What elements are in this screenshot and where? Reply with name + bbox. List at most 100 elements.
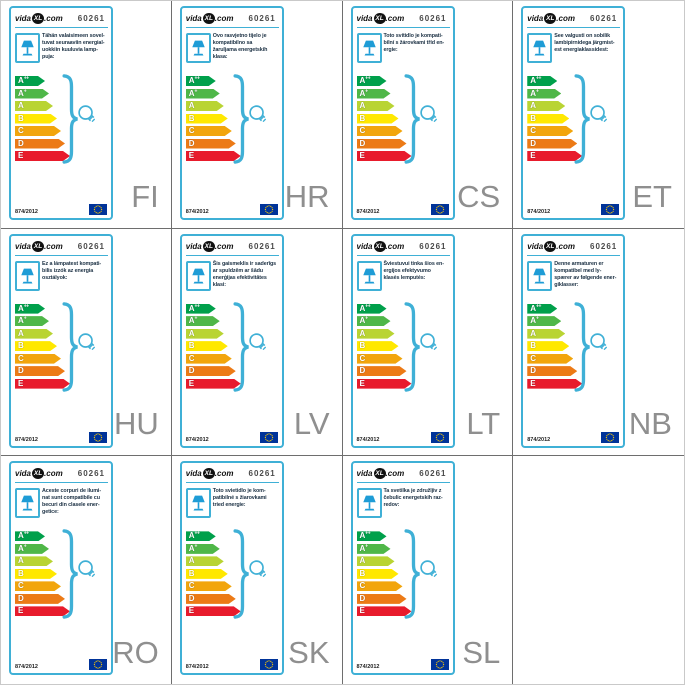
energy-class-arrow: A++ bbox=[357, 76, 387, 86]
energy-class-arrow: A+ bbox=[357, 316, 391, 326]
energy-class-arrow: D bbox=[357, 366, 407, 376]
brand-xl-badge: XL bbox=[202, 240, 215, 252]
brand-suffix: .com bbox=[44, 14, 63, 23]
energy-class-label: D bbox=[188, 138, 195, 148]
energy-label-card: vida XL .com 60261 Ta svetilka je združlji… bbox=[350, 461, 455, 676]
light-bulb-icon bbox=[419, 560, 437, 578]
info-row: See valgusti on sobilik lambipirnidega j… bbox=[527, 33, 620, 63]
energy-class-label: A++ bbox=[18, 75, 29, 85]
energy-class-arrow: E bbox=[186, 151, 241, 161]
grid-cell-NB: vida XL .com 60261 Denne armaturen er komp… bbox=[513, 228, 684, 457]
brand-prefix: vida bbox=[185, 14, 202, 23]
card-footer: 874/2012 bbox=[186, 204, 278, 215]
brand-xl-badge: XL bbox=[202, 468, 215, 480]
energy-class-arrow: C bbox=[357, 581, 403, 591]
product-number: 60261 bbox=[77, 469, 105, 479]
energy-class-arrow: B bbox=[357, 341, 399, 351]
energy-class-label: C bbox=[530, 126, 537, 135]
info-row: Ovo rasvjetno tijelo je kompatibilno sa … bbox=[185, 33, 279, 63]
energy-class-arrow: E bbox=[357, 151, 412, 161]
energy-class-label: E bbox=[530, 378, 536, 388]
energy-arrows: A++ A+ A B C D E bbox=[527, 304, 582, 389]
card-footer: 874/2012 bbox=[186, 659, 278, 671]
vidaxl-logo: vida XL .com bbox=[527, 13, 575, 24]
regulation-number: 874/2012 bbox=[185, 209, 209, 215]
energy-arrows: A++ A+ A B C D E bbox=[15, 76, 70, 161]
card-footer: 874/2012 bbox=[357, 431, 449, 443]
energy-class-arrow: D bbox=[15, 366, 65, 376]
info-row: Toto svítidlo je kompati- bilní s žárovk… bbox=[356, 33, 450, 63]
regulation-number: 874/2012 bbox=[15, 209, 38, 215]
card-description: Ta svetilka je združljiv z čebulic energ… bbox=[383, 488, 443, 509]
info-row: Ta svetilka je združljiv z čebulic energ… bbox=[356, 488, 450, 519]
card-description: Toto svítidlo je kompati- bilní s žárovk… bbox=[383, 33, 445, 54]
energy-scale: A++ A+ A B C D E bbox=[15, 529, 108, 620]
card-description: Ez a lámpatest kompati- bilis izzók az e… bbox=[42, 260, 102, 281]
light-bulb-icon bbox=[249, 560, 266, 578]
table-lamp-icon bbox=[15, 33, 40, 63]
energy-class-arrow: B bbox=[527, 114, 569, 124]
regulation-number: 874/2012 bbox=[527, 209, 551, 215]
energy-class-arrow: A bbox=[357, 101, 395, 111]
energy-class-label: D bbox=[18, 593, 24, 603]
energy-class-label: A bbox=[530, 328, 537, 338]
energy-class-label: A++ bbox=[530, 75, 541, 85]
brand-suffix: .com bbox=[214, 469, 234, 479]
brand-suffix: .com bbox=[214, 14, 234, 23]
energy-class-label: A++ bbox=[359, 530, 371, 541]
table-lamp-icon bbox=[356, 260, 382, 291]
energy-class-arrow: A++ bbox=[15, 531, 45, 541]
brand-xl-badge: XL bbox=[202, 13, 215, 24]
table-lamp-icon bbox=[356, 488, 382, 519]
eu-flag-icon bbox=[601, 204, 620, 215]
info-row: Šis gaismeklis ir saderīgs ar spuldzēm a… bbox=[185, 260, 279, 291]
energy-class-label: E bbox=[359, 378, 365, 388]
energy-class-label: C bbox=[359, 353, 366, 363]
energy-class-label: A bbox=[188, 556, 195, 566]
energy-class-label: B bbox=[530, 341, 537, 351]
product-number: 60261 bbox=[248, 469, 276, 479]
energy-class-arrow: A++ bbox=[527, 76, 557, 86]
card-description: See valgusti on sobilik lambipirnidega j… bbox=[554, 33, 615, 54]
card-footer: 874/2012 bbox=[357, 659, 449, 671]
brand-prefix: vida bbox=[15, 14, 32, 23]
energy-class-label: B bbox=[359, 341, 366, 351]
energy-class-label: B bbox=[188, 568, 195, 578]
eu-flag-icon bbox=[89, 431, 107, 443]
curly-brace-glyph bbox=[62, 74, 78, 164]
energy-label-card: vida XL .com 60261 See valgusti on sobilik… bbox=[521, 6, 626, 220]
energy-class-label: A bbox=[18, 556, 24, 566]
energy-class-label: A++ bbox=[188, 303, 200, 313]
brand-xl-badge: XL bbox=[373, 468, 386, 480]
regulation-number: 874/2012 bbox=[15, 664, 38, 671]
energy-class-label: A+ bbox=[188, 543, 197, 553]
energy-class-arrow: E bbox=[186, 606, 241, 616]
grid-cell-RO: vida XL .com 60261 Aceste corpuri de ilumi… bbox=[1, 456, 172, 684]
energy-class-arrow: B bbox=[527, 341, 569, 351]
energy-class-arrow: A+ bbox=[357, 544, 391, 554]
energy-class-label: A bbox=[188, 101, 195, 110]
energy-class-label: A+ bbox=[359, 315, 368, 326]
energy-class-arrow: B bbox=[186, 569, 228, 579]
brand-xl-badge: XL bbox=[373, 13, 386, 24]
brand-xl-badge: XL bbox=[32, 468, 45, 480]
energy-class-arrow: E bbox=[357, 606, 412, 616]
energy-class-arrow: A++ bbox=[357, 531, 387, 541]
energy-scale: A++ A+ A B C D E bbox=[357, 301, 450, 392]
vidaxl-logo: vida XL .com bbox=[357, 468, 404, 480]
energy-label-card: vida XL .com 60261 Ovo rasvjetno tijelo je… bbox=[179, 6, 284, 220]
energy-class-arrow: C bbox=[15, 354, 61, 364]
table-lamp-icon bbox=[15, 260, 40, 291]
card-header: vida XL .com 60261 bbox=[185, 11, 279, 28]
energy-class-label: A bbox=[359, 556, 366, 566]
energy-class-arrow: C bbox=[357, 126, 403, 136]
eu-flag-icon bbox=[89, 659, 107, 671]
energy-class-label: B bbox=[359, 568, 366, 578]
light-bulb-icon bbox=[249, 105, 266, 122]
grid-cell-empty bbox=[513, 456, 684, 684]
energy-class-label: B bbox=[18, 341, 24, 351]
energy-class-arrow: D bbox=[15, 594, 65, 604]
energy-scale: A++ A+ A B C D E bbox=[186, 74, 279, 164]
energy-label-card: vida XL .com 60261 Tähän valaisimeen sovel… bbox=[9, 6, 113, 220]
energy-class-label: C bbox=[188, 126, 195, 135]
